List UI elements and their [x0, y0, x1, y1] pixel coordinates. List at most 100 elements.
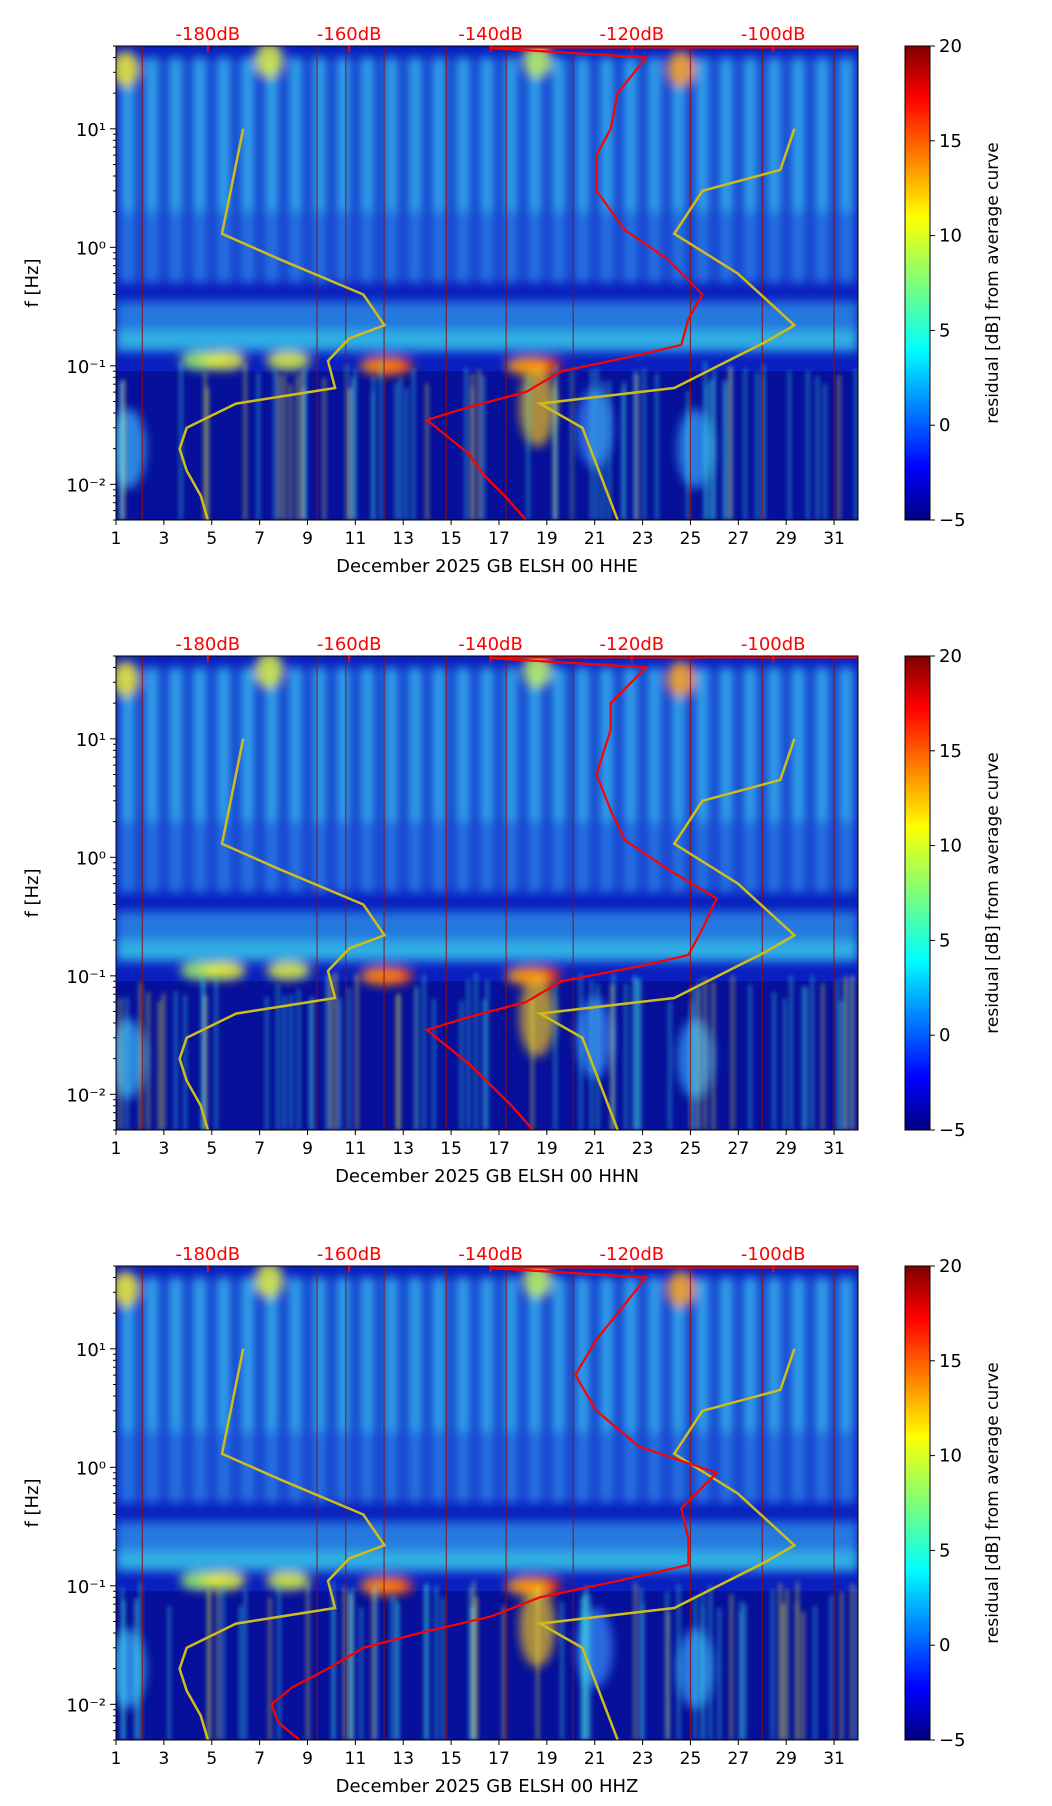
x-tick-label: 25: [680, 529, 702, 549]
x-tick-label: 31: [823, 1749, 845, 1769]
low-noise-model-curve: [178, 738, 387, 1130]
day-streak-core: [338, 1277, 349, 1432]
transient: [355, 974, 358, 1130]
day-streak-core: [817, 1277, 828, 1432]
transient: [701, 1606, 704, 1740]
x-tick-label: 17: [488, 1749, 510, 1769]
x-tick-label: 23: [632, 1139, 654, 1159]
y-tick-label: 10⁻¹: [66, 967, 106, 988]
transient: [354, 368, 357, 520]
transient: [816, 376, 819, 520]
transient: [380, 361, 383, 520]
transient: [856, 1586, 858, 1740]
colorbar-tick-label: 15: [939, 131, 962, 152]
transient: [329, 975, 332, 1130]
transient: [469, 1587, 472, 1740]
day-streak-core: [769, 667, 780, 822]
transient: [289, 383, 292, 520]
day-streak-core: [673, 667, 684, 822]
transient: [302, 386, 305, 520]
transient: [399, 377, 402, 520]
colorbar-tick-label: 0: [939, 1635, 950, 1656]
transient: [122, 379, 125, 520]
transient: [244, 1589, 247, 1740]
transient: [836, 979, 839, 1130]
x-tick-label: 13: [392, 529, 414, 549]
x-tick-label: 3: [158, 1749, 169, 1769]
db-tick-label: -160dB: [317, 634, 382, 655]
day-streak-core: [841, 667, 852, 822]
day-streak-core: [434, 1277, 445, 1432]
transient: [372, 1588, 375, 1740]
storm-blob: [359, 966, 404, 985]
transient: [304, 367, 307, 520]
day-streak-core: [505, 1277, 516, 1432]
colorbar-tick-label: 20: [939, 36, 962, 57]
transient: [257, 372, 260, 520]
transient: [478, 369, 481, 520]
db-tick-label: -160dB: [317, 1244, 382, 1265]
transient: [309, 1000, 312, 1130]
transient: [306, 1582, 309, 1740]
transient: [465, 367, 468, 520]
colorbar: 20 15 10 5 0 −5 residual [dB] from average cur…: [904, 1256, 1003, 1751]
db-tick-label: -140dB: [458, 24, 523, 45]
day-streak-core: [266, 57, 277, 212]
transient: [608, 380, 611, 520]
transient: [802, 986, 805, 1130]
low-noise-model-curve: [178, 128, 387, 520]
transient: [334, 972, 337, 1130]
y-axis-label: f [Hz]: [22, 868, 43, 917]
transient: [424, 1583, 427, 1740]
transient: [471, 386, 474, 520]
transient: [472, 1581, 475, 1740]
transients: [119, 972, 854, 1130]
x-tick-label: 23: [632, 1749, 654, 1769]
high-noise-model-curve: [536, 128, 797, 520]
transient: [426, 1583, 429, 1740]
transient: [633, 975, 636, 1130]
y-tick-label: 10⁻²: [66, 475, 106, 496]
x-tick-label: 1: [111, 1139, 122, 1159]
transient: [771, 1589, 774, 1740]
transient: [840, 1591, 843, 1740]
transient: [135, 1599, 138, 1740]
hotspot: [255, 656, 284, 689]
transient: [396, 995, 399, 1130]
x-tick-label: 29: [775, 1139, 797, 1159]
low-freq-spot: [677, 408, 714, 489]
day-streak-core: [697, 57, 708, 212]
x-tick-label: 31: [823, 1139, 845, 1159]
y-tick-label: 10¹: [76, 1340, 106, 1361]
x-tick-label: 11: [345, 1749, 367, 1769]
x-tick-label: 11: [345, 529, 367, 549]
day-streak-core: [314, 667, 325, 822]
transient: [207, 1589, 210, 1740]
spectrogram-texture: [116, 1266, 858, 1709]
day-streak-core: [601, 1277, 612, 1432]
transient: [744, 368, 747, 520]
day-streak-core: [649, 667, 660, 822]
hotspot: [666, 1270, 695, 1307]
transient: [623, 381, 626, 520]
transient: [802, 1611, 805, 1740]
transient: [415, 985, 418, 1130]
transient: [624, 983, 627, 1130]
db-tick-label: -140dB: [458, 1244, 523, 1265]
y-tick-label: 10⁰: [76, 238, 106, 259]
transient: [772, 991, 775, 1130]
transient: [690, 1001, 693, 1130]
transient: [640, 1587, 643, 1740]
transient: [779, 1583, 782, 1740]
colorbar: 20 15 10 5 0 −5 residual [dB] from average cur…: [904, 646, 1003, 1141]
day-streak-core: [218, 1277, 229, 1432]
transient: [283, 376, 286, 520]
day-streak-core: [625, 1277, 636, 1432]
day-streak-core: [194, 1277, 205, 1432]
transient: [278, 1584, 281, 1740]
day-streak-core: [817, 667, 828, 822]
day-streak-core: [410, 667, 421, 822]
colorbar-tick-label: 20: [939, 646, 962, 667]
transient: [120, 382, 123, 520]
